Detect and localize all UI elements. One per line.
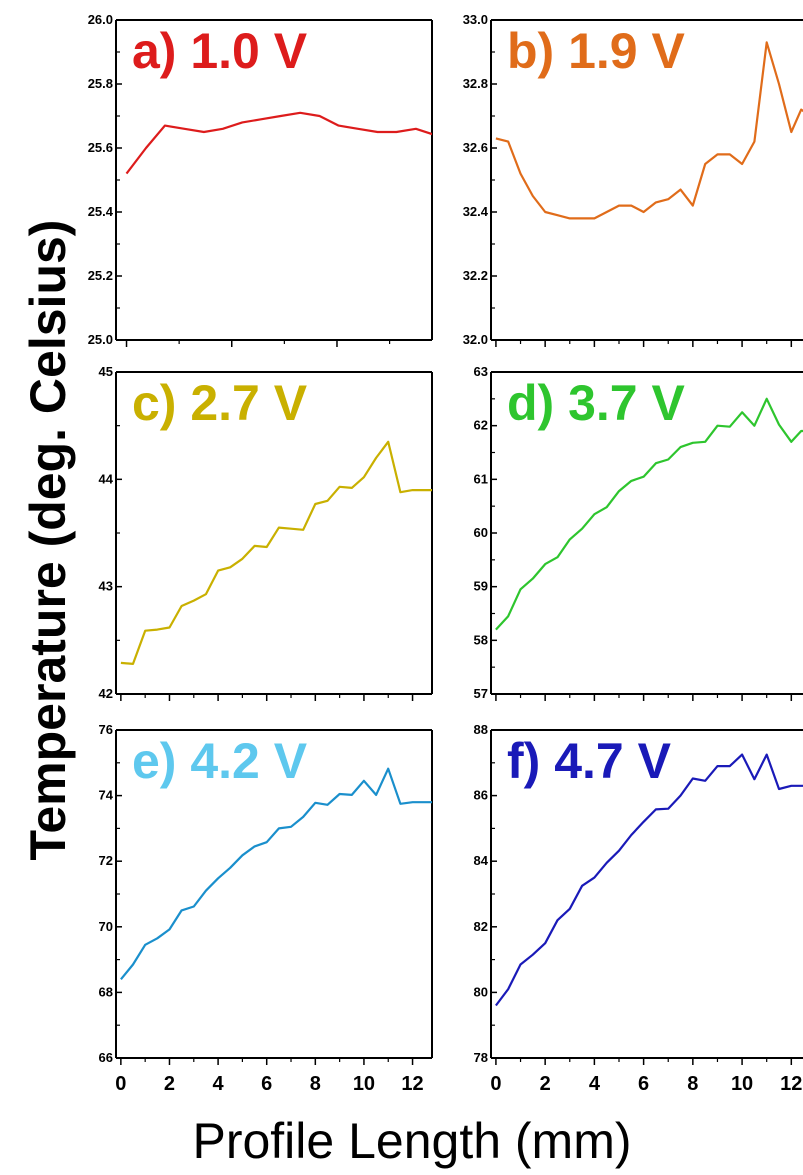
y-tick-label: 62	[474, 418, 488, 433]
y-tick-label: 25.6	[88, 140, 113, 155]
panel-label: a) 1.0 V	[132, 23, 308, 79]
y-axis-title: Temperature (deg. Celsius)	[20, 220, 76, 861]
x-tick-label: 0	[490, 1073, 501, 1095]
y-tick-label: 26.0	[88, 12, 113, 27]
y-tick-label: 25.0	[88, 332, 113, 347]
y-tick-label: 66	[99, 1050, 113, 1065]
x-tick-label: 4	[213, 1073, 225, 1095]
x-tick-label: 2	[164, 1073, 175, 1095]
axes-frame	[115, 729, 433, 1059]
y-tick-label: 86	[474, 788, 488, 803]
y-tick-label: 78	[474, 1050, 488, 1065]
series-line	[495, 397, 803, 631]
panel-f: 78 80 82 84 86 88 0 2 4 6 8 10 12 f) 4.7 V	[474, 722, 803, 1095]
y-tick-label: 84	[474, 853, 489, 868]
y-tick-label: 32.6	[463, 140, 488, 155]
y-tick-label: 44	[99, 471, 114, 486]
x-tick-label: 0	[115, 1073, 126, 1095]
y-tick-label: 59	[474, 579, 488, 594]
x-tick-label: 6	[638, 1073, 649, 1095]
panel-label: e) 4.2 V	[132, 733, 308, 789]
x-tick-label: 6	[261, 1073, 272, 1095]
y-tick-label: 82	[474, 919, 488, 934]
panel-c: 42 43 44 45 c) 2.7 V	[99, 364, 433, 701]
panel-label: c) 2.7 V	[132, 375, 308, 431]
series-line	[120, 767, 432, 980]
panel-a: 25.0 25.2 25.4 25.6 25.8 26.0 a) 1.0 V	[88, 12, 433, 347]
y-tick-label: 72	[99, 853, 113, 868]
x-tick-label: 10	[731, 1073, 753, 1095]
x-tick-label: 2	[540, 1073, 551, 1095]
y-tick-label: 60	[474, 525, 488, 540]
y-tick-label: 43	[99, 579, 113, 594]
panel-label: d) 3.7 V	[507, 375, 685, 431]
y-tick-label: 32.4	[463, 204, 489, 219]
y-tick-label: 70	[99, 919, 113, 934]
y-tick-label: 25.4	[88, 204, 114, 219]
y-tick-label: 45	[99, 364, 113, 379]
panel-b: 32.0 32.2 32.4 32.6 32.8 33.0 b) 1.9 V	[463, 12, 803, 347]
y-tick-label: 58	[474, 632, 488, 647]
series-line	[125, 111, 432, 175]
y-tick-label: 32.8	[463, 76, 488, 91]
y-tick-label: 88	[474, 722, 488, 737]
panel-label: f) 4.7 V	[507, 733, 672, 789]
y-tick-label: 68	[99, 984, 113, 999]
series-line	[495, 753, 803, 1007]
series-line	[495, 41, 803, 220]
y-tick-label: 25.8	[88, 76, 113, 91]
series-line	[120, 440, 432, 666]
panel-label: b) 1.9 V	[507, 23, 685, 79]
x-tick-label: 8	[687, 1073, 698, 1095]
y-tick-label: 42	[99, 686, 113, 701]
y-tick-label: 25.2	[88, 268, 113, 283]
y-tick-label: 32.2	[463, 268, 488, 283]
x-axis-title: Profile Length (mm)	[192, 1113, 631, 1169]
y-tick-label: 57	[474, 686, 488, 701]
y-tick-label: 33.0	[463, 12, 488, 27]
x-tick-label: 12	[401, 1073, 423, 1095]
x-tick-label: 4	[589, 1073, 601, 1095]
panel-d: 57 58 59 60 61 62 63 d) 3.7 V	[474, 364, 803, 701]
x-tick-label: 10	[353, 1073, 375, 1095]
y-tick-label: 74	[99, 788, 114, 803]
x-tick-label: 8	[310, 1073, 321, 1095]
y-tick-label: 61	[474, 471, 488, 486]
y-tick-label: 32.0	[463, 332, 488, 347]
y-tick-label: 63	[474, 364, 488, 379]
y-tick-label: 76	[99, 722, 113, 737]
y-tick-label: 80	[474, 984, 488, 999]
x-tick-label: 12	[780, 1073, 802, 1095]
